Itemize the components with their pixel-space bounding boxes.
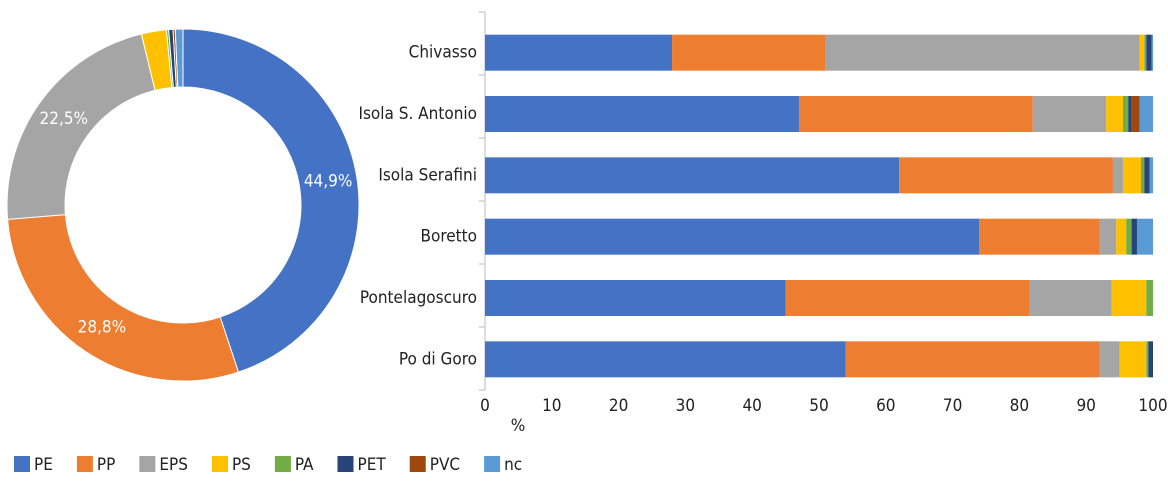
legend-swatch [274, 456, 291, 472]
bar-segment [1146, 341, 1149, 378]
slice-label: 22,5% [40, 109, 89, 129]
bar-segment [1119, 341, 1147, 378]
bar-segment [1122, 157, 1141, 194]
bar-segment [1106, 96, 1123, 132]
x-axis-label: % [511, 416, 526, 436]
donut-slice [182, 28, 360, 373]
x-tick-label: 60 [876, 396, 895, 416]
bar-segment [845, 341, 1100, 378]
y-tick-label: Pontelagoscuro [360, 288, 477, 308]
bar-segment [1126, 218, 1132, 255]
bar-segment [979, 218, 1100, 255]
x-tick-label: 40 [742, 396, 761, 416]
legend-label: EPS [159, 455, 188, 475]
y-tick-label: Chivasso [409, 43, 477, 63]
y-tick-label: Boretto [420, 227, 477, 247]
legend-label: PET [357, 455, 386, 475]
bar-segment [1148, 341, 1153, 378]
legend-swatch [76, 456, 93, 472]
bar-segment [1111, 280, 1147, 316]
x-tick-label: 50 [809, 396, 828, 416]
bar-segment [1131, 218, 1137, 255]
bar-segment [1144, 157, 1150, 194]
x-tick-label: 20 [609, 396, 628, 416]
bar-segment [1131, 96, 1140, 132]
bar-segment [672, 34, 826, 71]
legend-swatch [484, 456, 501, 472]
bar-segment [1139, 96, 1153, 132]
slice-label: 44,9% [304, 172, 353, 192]
x-tick-label: 90 [1076, 396, 1095, 416]
bar-segment [1140, 157, 1145, 194]
y-tick-label: Po di Goro [399, 349, 477, 369]
x-tick-label: 80 [1010, 396, 1029, 416]
legend-label: PS [232, 455, 251, 475]
bar-segment [485, 96, 799, 132]
y-tick-label: Isola Serafini [378, 165, 477, 185]
legend-label: PE [34, 455, 53, 475]
legend-swatch [337, 456, 354, 472]
bar-segment [899, 157, 1113, 194]
bar-segment [1149, 157, 1153, 194]
legend-swatch [409, 456, 426, 472]
legend-swatch [14, 456, 30, 472]
bar-segment [825, 34, 1140, 71]
x-tick-label: 70 [943, 396, 962, 416]
bar-segment [1099, 218, 1117, 255]
x-tick-label: 100 [1138, 396, 1167, 416]
bar-segment [1136, 218, 1153, 255]
bar-segment [485, 341, 846, 378]
bar-segment [1112, 157, 1123, 194]
bar-segment [1146, 280, 1153, 316]
legend-swatch [139, 456, 156, 472]
bar-segment [1032, 96, 1107, 132]
legend-swatch [211, 456, 228, 472]
legend-label: PP [97, 455, 115, 475]
legend-label: PA [295, 455, 314, 475]
slice-label: 28,8% [78, 318, 127, 338]
legend-label: PVC [430, 455, 460, 475]
donut-slice [7, 214, 240, 382]
bar-segment [1144, 34, 1147, 71]
bar-segment [1146, 34, 1152, 71]
x-tick-label: 10 [542, 396, 561, 416]
bar-segment [798, 96, 1033, 132]
legend-label: nc [504, 455, 522, 475]
x-tick-label: 30 [676, 396, 695, 416]
bar-segment [1029, 280, 1112, 316]
donut-slice [174, 28, 184, 88]
bar-segment [1116, 218, 1127, 255]
bar-segment [1151, 34, 1153, 71]
bar-segment [485, 218, 980, 255]
bar-segment [785, 280, 1030, 316]
bar-segment [1099, 341, 1120, 378]
bar-segment [485, 157, 900, 194]
y-tick-label: Isola S. Antonio [358, 104, 477, 124]
bar-segment [1122, 96, 1129, 132]
x-tick-label: 0 [480, 396, 490, 416]
bar-segment [1128, 96, 1132, 132]
bar-segment [1139, 34, 1145, 71]
bar-segment [485, 34, 673, 71]
bar-segment [485, 280, 786, 316]
